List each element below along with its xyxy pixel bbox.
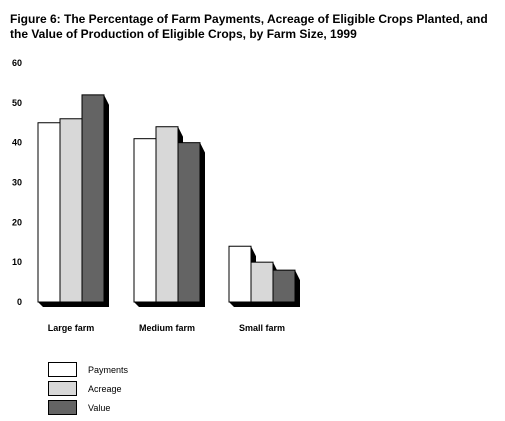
bar-shadow (273, 270, 300, 307)
bar-payments-1 (133, 138, 157, 303)
bar-payments-0 (37, 122, 61, 303)
y-tick-label: 0 (17, 297, 22, 307)
y-tick-label: 60 (12, 58, 22, 68)
y-tick-label: 30 (12, 178, 22, 188)
bar-acreage-1 (155, 126, 179, 303)
bar-value-0 (81, 94, 105, 303)
bar-acreage-0 (59, 118, 83, 303)
legend-swatch-acreage (48, 381, 77, 396)
y-tick-label: 50 (12, 98, 22, 108)
bar-value-1 (177, 142, 201, 303)
legend-item-payments: Payments (48, 360, 128, 379)
legend: Payments Acreage Value (48, 360, 128, 417)
y-tick-label: 20 (12, 217, 22, 227)
legend-item-value: Value (48, 398, 128, 417)
bar-shadow (82, 94, 109, 307)
chart-title: Figure 6: The Percentage of Farm Payment… (10, 12, 488, 41)
category-label: Large farm (48, 323, 95, 333)
y-tick-label: 40 (12, 138, 22, 148)
legend-label-acreage: Acreage (88, 383, 122, 394)
category-label: Medium farm (139, 323, 195, 333)
legend-item-acreage: Acreage (48, 379, 128, 398)
bar-acreage-2 (250, 261, 274, 303)
category-label: Small farm (239, 323, 285, 333)
bar-payments-2 (228, 245, 252, 303)
legend-swatch-value (48, 400, 77, 415)
legend-label-payments: Payments (88, 364, 129, 375)
legend-swatch-payments (48, 362, 77, 377)
legend-label-value: Value (88, 402, 111, 413)
bar-shadow (178, 142, 205, 307)
bar-value-2 (272, 269, 296, 303)
y-tick-label: 10 (12, 257, 22, 267)
